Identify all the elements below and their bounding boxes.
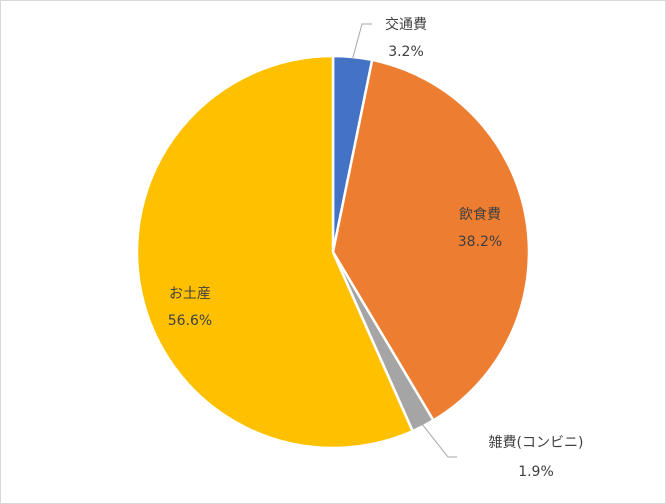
- slice-label-お土産: お土産: [169, 286, 211, 302]
- slice-value-交通費: 3.2%: [388, 44, 424, 60]
- slice-label-雑費: 雑費(コンビニ): [489, 435, 584, 451]
- pie-slice-お土産: [135, 54, 414, 450]
- slice-value-お土産: 56.6%: [168, 313, 212, 329]
- pie-slice-飲食費: [331, 58, 531, 422]
- leader-lines: [352, 23, 457, 458]
- pie-slices: [135, 54, 531, 450]
- slice-value-飲食費: 38.2%: [458, 234, 502, 250]
- slice-label-交通費: 交通費: [385, 16, 427, 33]
- leader-line-雑費(コンビニ): [421, 423, 457, 458]
- slice-value-雑費: 1.9%: [518, 464, 554, 480]
- slice-label-飲食費: 飲食費: [459, 206, 501, 223]
- leader-line-交通費: [352, 23, 372, 60]
